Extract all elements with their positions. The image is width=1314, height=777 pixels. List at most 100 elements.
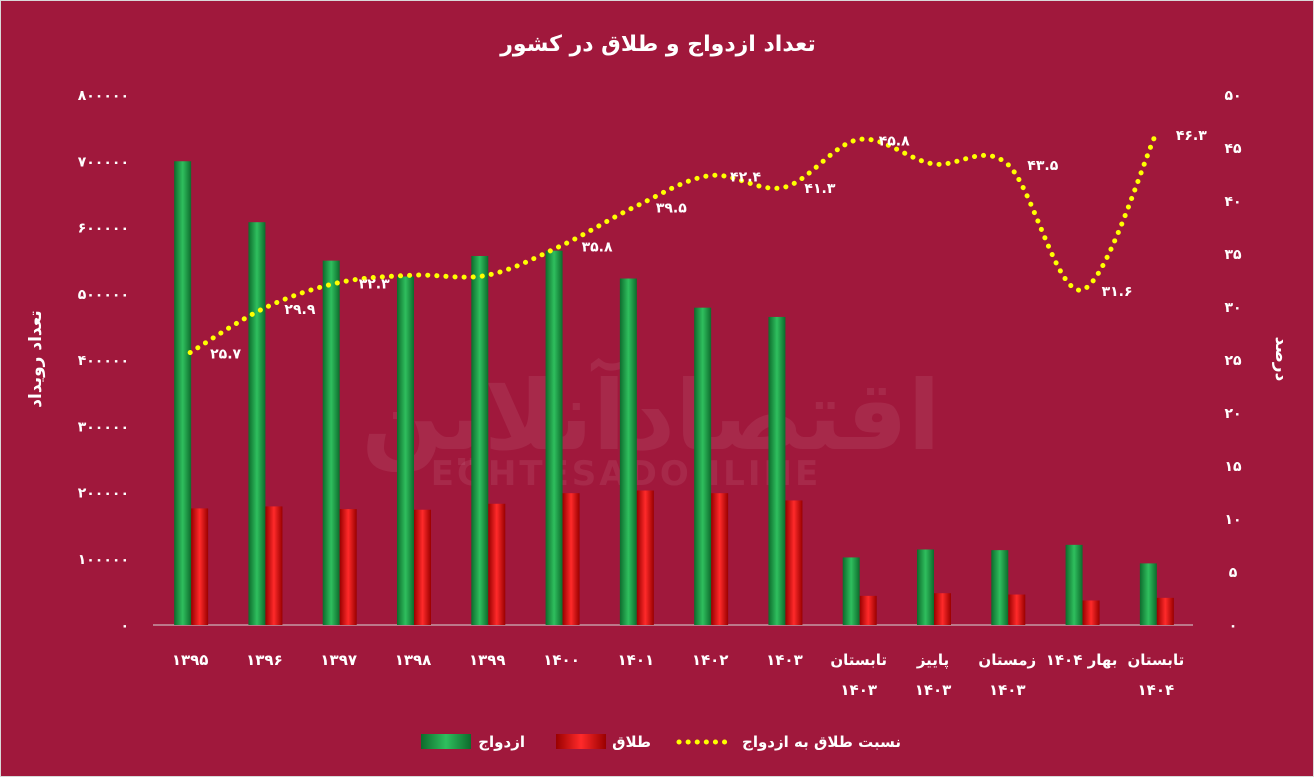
ratio-data-label: ۳۹.۵ bbox=[656, 200, 687, 216]
divorce-bar bbox=[711, 493, 729, 625]
y-tick-label: ۷۰۰۰۰۰ bbox=[78, 154, 129, 170]
legend-label-marriage: ازدواج bbox=[478, 733, 525, 751]
y-tick-label: ۰ bbox=[120, 618, 129, 634]
y-tick-label: ۳۰۰۰۰۰ bbox=[78, 419, 129, 435]
x-tick-label: تابستان bbox=[830, 651, 887, 669]
divorce-bar bbox=[488, 503, 506, 625]
y-tick-label: ۴۰۰۰۰۰ bbox=[78, 353, 129, 369]
y-axis-title: تعداد رویداد bbox=[26, 310, 46, 407]
ratio-data-label: ۲۵.۷ bbox=[210, 347, 241, 363]
divorce-bar bbox=[265, 506, 283, 625]
x-tick-label: ۱۳۹۶ bbox=[246, 651, 283, 669]
x-tick-label: ۱۴۰۳ bbox=[989, 681, 1026, 699]
ratio-data-label: ۴۶.۳ bbox=[1176, 128, 1207, 144]
marriage-bar bbox=[917, 549, 934, 625]
x-tick-label: ۱۳۹۷ bbox=[320, 651, 357, 669]
y2-tick-label: ۴۵ bbox=[1224, 141, 1242, 157]
x-tick-label: ۱۴۰۳ bbox=[766, 651, 803, 669]
divorce-bar bbox=[859, 595, 877, 625]
x-tick-label: بهار ۱۴۰۴ bbox=[1046, 651, 1118, 669]
y2-tick-label: ۲۵ bbox=[1224, 353, 1242, 369]
y2-axis-title: درصد bbox=[1271, 337, 1291, 382]
x-tick-label: ۱۳۹۹ bbox=[469, 651, 506, 669]
legend: ازدواج طلاق نسبت طلاق به ازدواج bbox=[421, 733, 901, 751]
ratio-data-label: ۴۲.۴ bbox=[730, 170, 761, 186]
y2-tick-label: ۵۰ bbox=[1224, 88, 1241, 104]
ratio-data-label: ۴۱.۳ bbox=[804, 181, 835, 197]
divorce-bar bbox=[1082, 600, 1100, 625]
divorce-bar bbox=[934, 593, 951, 625]
ratio-line-path bbox=[187, 131, 1159, 356]
legend-item-divorce: طلاق bbox=[556, 733, 651, 751]
marriage-bar bbox=[991, 550, 1009, 625]
ratio-data-label: ۳۵.۸ bbox=[582, 240, 613, 256]
ratio-data-label: ۴۵.۸ bbox=[879, 134, 910, 150]
marriage-bar bbox=[397, 276, 414, 625]
ratio-line bbox=[187, 131, 1159, 356]
watermark-logo: اقتصادآنلاین bbox=[361, 357, 940, 472]
divorce-bar bbox=[785, 500, 803, 625]
y2-tick-label: ۴۰ bbox=[1224, 194, 1241, 210]
y2-tick-label: ۱۰ bbox=[1224, 512, 1241, 528]
divorce-bar bbox=[339, 509, 357, 625]
x-tick-label: ۱۴۰۳ bbox=[840, 681, 877, 699]
ratio-data-label: ۴۳.۵ bbox=[1027, 158, 1058, 174]
legend-item-marriage: ازدواج bbox=[421, 733, 525, 751]
marriage-bar bbox=[842, 557, 860, 625]
marriage-bar bbox=[248, 222, 266, 625]
y2-tick-label: ۲۰ bbox=[1224, 406, 1241, 422]
x-tick-label: ۱۴۰۲ bbox=[692, 651, 729, 669]
y-tick-label: ۶۰۰۰۰۰ bbox=[78, 221, 129, 237]
x-tick-label: ۱۳۹۸ bbox=[395, 651, 432, 669]
marriage-bar bbox=[174, 161, 192, 625]
y2-tick-label: ۱۵ bbox=[1224, 459, 1242, 475]
legend-label-ratio: نسبت طلاق به ازدواج bbox=[742, 733, 901, 751]
y2-axis-ticks: ۰ ۵ ۱۰ ۱۵ ۲۰ ۲۵ ۳۰ ۳۵ ۴۰ ۴۵ ۵۰ bbox=[1224, 88, 1242, 634]
marriage-bar bbox=[1065, 544, 1083, 625]
y2-tick-label: ۰ bbox=[1229, 618, 1238, 634]
y-axis-ticks: ۰ ۱۰۰۰۰۰ ۲۰۰۰۰۰ ۳۰۰۰۰۰ ۴۰۰۰۰۰ ۵۰۰۰۰۰ ۶۰۰۰۰۰ ۷۰۰… bbox=[78, 88, 129, 634]
legend-swatch-marriage bbox=[421, 734, 471, 749]
divorce-bar bbox=[414, 509, 431, 625]
marriage-bar bbox=[1139, 563, 1157, 625]
ratio-data-label: ۲۹.۹ bbox=[284, 302, 315, 318]
x-tick-label: پاییز bbox=[916, 651, 949, 670]
marriage-bar bbox=[322, 260, 340, 625]
category-labels: ۱۳۹۵ ۱۳۹۶ ۱۳۹۷ ۱۳۹۸ ۱۳۹۹ ۱۴۰۰ ۱۴۰۱ ۱۴۰۲ ۱۴۰۳ تابس… bbox=[172, 651, 1184, 699]
y-tick-label: ۱۰۰۰۰۰ bbox=[78, 552, 129, 568]
chart-title: تعداد ازدواج و طلاق در کشور bbox=[499, 32, 815, 57]
marriage-bar bbox=[545, 250, 563, 625]
x-tick-label: ۱۴۰۰ bbox=[543, 651, 580, 669]
marriage-bar bbox=[619, 278, 637, 625]
marriage-bar bbox=[768, 316, 786, 625]
divorce-bar bbox=[1008, 594, 1026, 625]
watermark: اقتصادآنلاین EGHTESADONLINE bbox=[361, 357, 940, 494]
y2-tick-label: ۳۵ bbox=[1224, 247, 1242, 263]
ratio-data-label: ۳۲.۳ bbox=[359, 277, 390, 293]
y-tick-label: ۵۰۰۰۰۰ bbox=[78, 287, 129, 303]
y-tick-label: ۸۰۰۰۰۰ bbox=[78, 88, 129, 104]
ratio-data-label: ۳۱.۶ bbox=[1102, 284, 1133, 300]
x-tick-label: زمستان bbox=[978, 651, 1036, 669]
divorce-bar bbox=[191, 508, 209, 625]
legend-item-ratio: نسبت طلاق به ازدواج bbox=[676, 733, 901, 751]
x-tick-label: تابستان bbox=[1127, 651, 1184, 669]
x-tick-label: ۱۴۰۳ bbox=[915, 681, 952, 699]
divorce-bar bbox=[562, 493, 580, 625]
y2-tick-label: ۵ bbox=[1229, 565, 1238, 581]
ratio-data-labels: ۲۵.۷ ۲۹.۹ ۳۲.۳ ۳۵.۸ ۳۹.۵ ۴۲.۴ ۴۱.۳ ۴۵.۸ ۴۳.۵ ۳۱.۶… bbox=[210, 128, 1207, 362]
legend-swatch-divorce bbox=[556, 734, 606, 749]
x-tick-label: ۱۴۰۱ bbox=[618, 651, 655, 669]
marriage-bar bbox=[694, 307, 712, 625]
bars bbox=[174, 161, 1174, 626]
divorce-bar bbox=[1156, 597, 1174, 625]
divorce-bar bbox=[636, 490, 654, 625]
x-tick-label: ۱۳۹۵ bbox=[172, 651, 209, 669]
x-tick-label: ۱۴۰۴ bbox=[1138, 681, 1175, 699]
marriage-bar bbox=[471, 255, 489, 626]
y-tick-label: ۲۰۰۰۰۰ bbox=[78, 486, 129, 502]
legend-label-divorce: طلاق bbox=[612, 733, 651, 751]
y2-tick-label: ۳۰ bbox=[1224, 300, 1241, 316]
